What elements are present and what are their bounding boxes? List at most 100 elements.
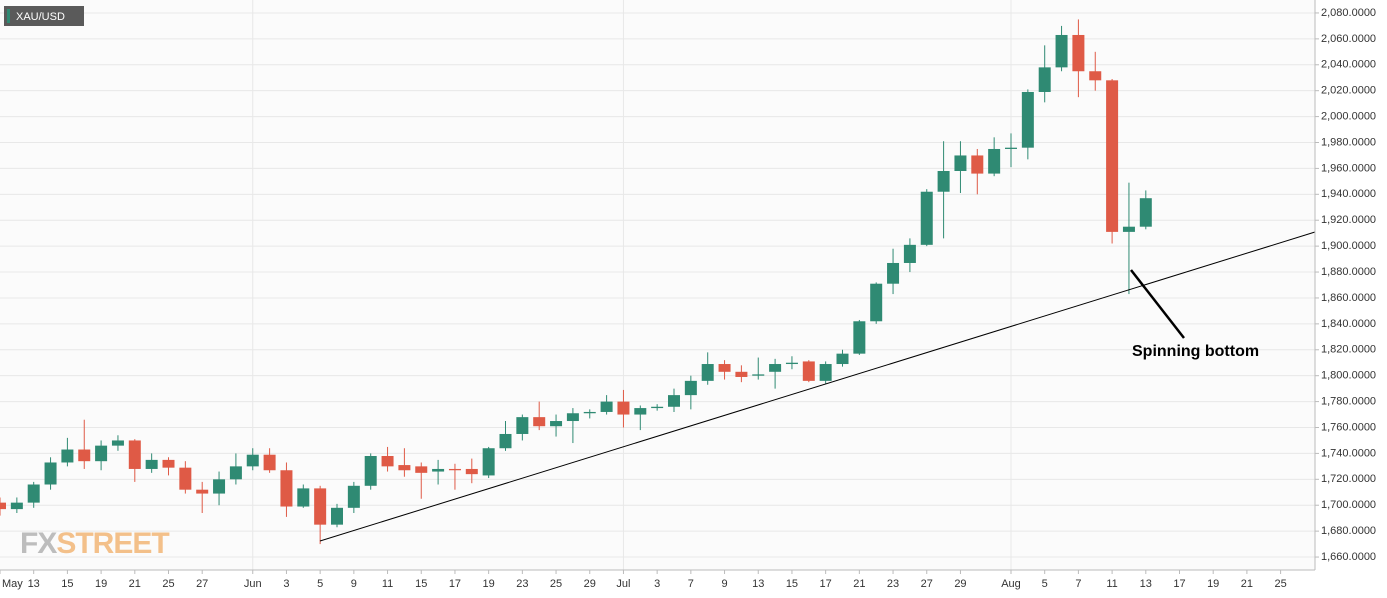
candle-body (533, 417, 546, 427)
y-tick-label: 1,840.0000 (1321, 318, 1376, 330)
x-tick-label: 3 (654, 578, 660, 590)
candle-body (853, 321, 866, 354)
candle-body (651, 406, 664, 409)
x-tick-label: 21 (853, 578, 865, 590)
candle-body (583, 411, 596, 414)
x-tick-label: 21 (129, 578, 141, 590)
x-tick-label: 5 (1042, 578, 1048, 590)
y-tick-label: 1,700.0000 (1321, 499, 1376, 511)
x-tick-label: 3 (283, 578, 289, 590)
x-tick-label: 27 (921, 578, 933, 590)
x-tick-label: 5 (317, 578, 323, 590)
y-tick-label: 1,800.0000 (1321, 370, 1376, 382)
candle-body (988, 148, 1001, 174)
candle-body (920, 191, 933, 245)
x-tick-label: 17 (449, 578, 461, 590)
y-tick-label: 2,040.0000 (1321, 59, 1376, 71)
candle-body (769, 364, 782, 372)
y-tick-label: 1,740.0000 (1321, 447, 1376, 459)
candle-body (566, 413, 579, 422)
x-tick-label: 23 (516, 578, 528, 590)
x-tick-label: 9 (351, 578, 357, 590)
candle-body (415, 466, 428, 473)
candle-body (432, 468, 445, 472)
x-tick-label: 29 (954, 578, 966, 590)
candle-body (347, 485, 360, 508)
x-tick-label: 11 (382, 578, 393, 590)
x-tick-label: 17 (1173, 578, 1185, 590)
y-tick-label: 1,880.0000 (1321, 266, 1376, 278)
x-tick-label: 13 (28, 578, 40, 590)
logo-street: STREET (56, 527, 169, 560)
x-tick-label: 7 (688, 578, 694, 590)
candle-body (246, 454, 259, 467)
x-tick-label: 23 (887, 578, 899, 590)
candle-body (1089, 71, 1102, 81)
candle-body (465, 468, 478, 475)
candle-body (954, 155, 967, 171)
candle-body (280, 470, 293, 507)
candle-body (263, 454, 276, 471)
candle-body (802, 361, 815, 381)
logo: FXSTREET (20, 527, 169, 560)
candle-body (1122, 226, 1135, 232)
y-tick-label: 1,920.0000 (1321, 214, 1376, 226)
candle-body (870, 283, 883, 322)
candle-body (448, 468, 461, 471)
y-tick-label: 1,980.0000 (1321, 136, 1376, 148)
candle-body (364, 456, 377, 486)
candle-body (398, 465, 411, 471)
candle-body (1055, 34, 1068, 68)
annotation-arrow (1130, 269, 1185, 339)
candle-body (971, 155, 984, 174)
candle-body (381, 456, 394, 467)
candle-body (937, 171, 950, 192)
candle-body (0, 502, 6, 510)
y-tick-label: 2,020.0000 (1321, 85, 1376, 97)
candle-body (785, 362, 798, 365)
x-tick-label: 11 (1106, 578, 1117, 590)
y-tick-label: 1,780.0000 (1321, 395, 1376, 407)
candle-body (111, 440, 124, 446)
candle-body (819, 364, 832, 381)
candle-body (1038, 67, 1051, 92)
candle-body (634, 408, 647, 415)
y-tick-label: 1,820.0000 (1321, 344, 1376, 356)
y-tick-label: 1,760.0000 (1321, 421, 1376, 433)
x-tick-label: May (2, 578, 23, 590)
candle-body (668, 395, 680, 407)
candle-body (1139, 198, 1152, 227)
y-tick-label: 2,000.0000 (1321, 110, 1376, 122)
legend-box (4, 6, 84, 26)
candle-body (10, 502, 23, 510)
x-tick-label: 19 (95, 578, 107, 590)
candle-body (550, 421, 563, 427)
y-tick-label: 1,680.0000 (1321, 525, 1376, 537)
candle-body (196, 489, 209, 494)
x-tick-label: 27 (196, 578, 208, 590)
candle-body (229, 466, 242, 480)
candle-body (44, 462, 57, 485)
candle-body (887, 262, 900, 284)
candle-body (78, 449, 91, 462)
candle-body (752, 374, 765, 376)
y-tick-label: 1,900.0000 (1321, 240, 1376, 252)
candle-body (314, 488, 327, 525)
x-tick-label: 13 (1140, 578, 1152, 590)
x-tick-label: 29 (584, 578, 596, 590)
candle-body (516, 417, 529, 434)
y-tick-label: 2,060.0000 (1321, 33, 1376, 45)
x-tick-label: 25 (550, 578, 562, 590)
x-tick-label: 9 (721, 578, 727, 590)
legend-label: XAU/USD (16, 11, 65, 23)
x-tick-label: 17 (820, 578, 832, 590)
x-tick-label: 13 (752, 578, 764, 590)
x-tick-label: Jul (616, 578, 630, 590)
candle-body (701, 364, 714, 381)
candle-body (903, 244, 916, 263)
candle-body (179, 467, 192, 490)
y-tick-label: 1,720.0000 (1321, 473, 1376, 485)
candle-body (95, 445, 108, 462)
candle-body (213, 479, 226, 494)
